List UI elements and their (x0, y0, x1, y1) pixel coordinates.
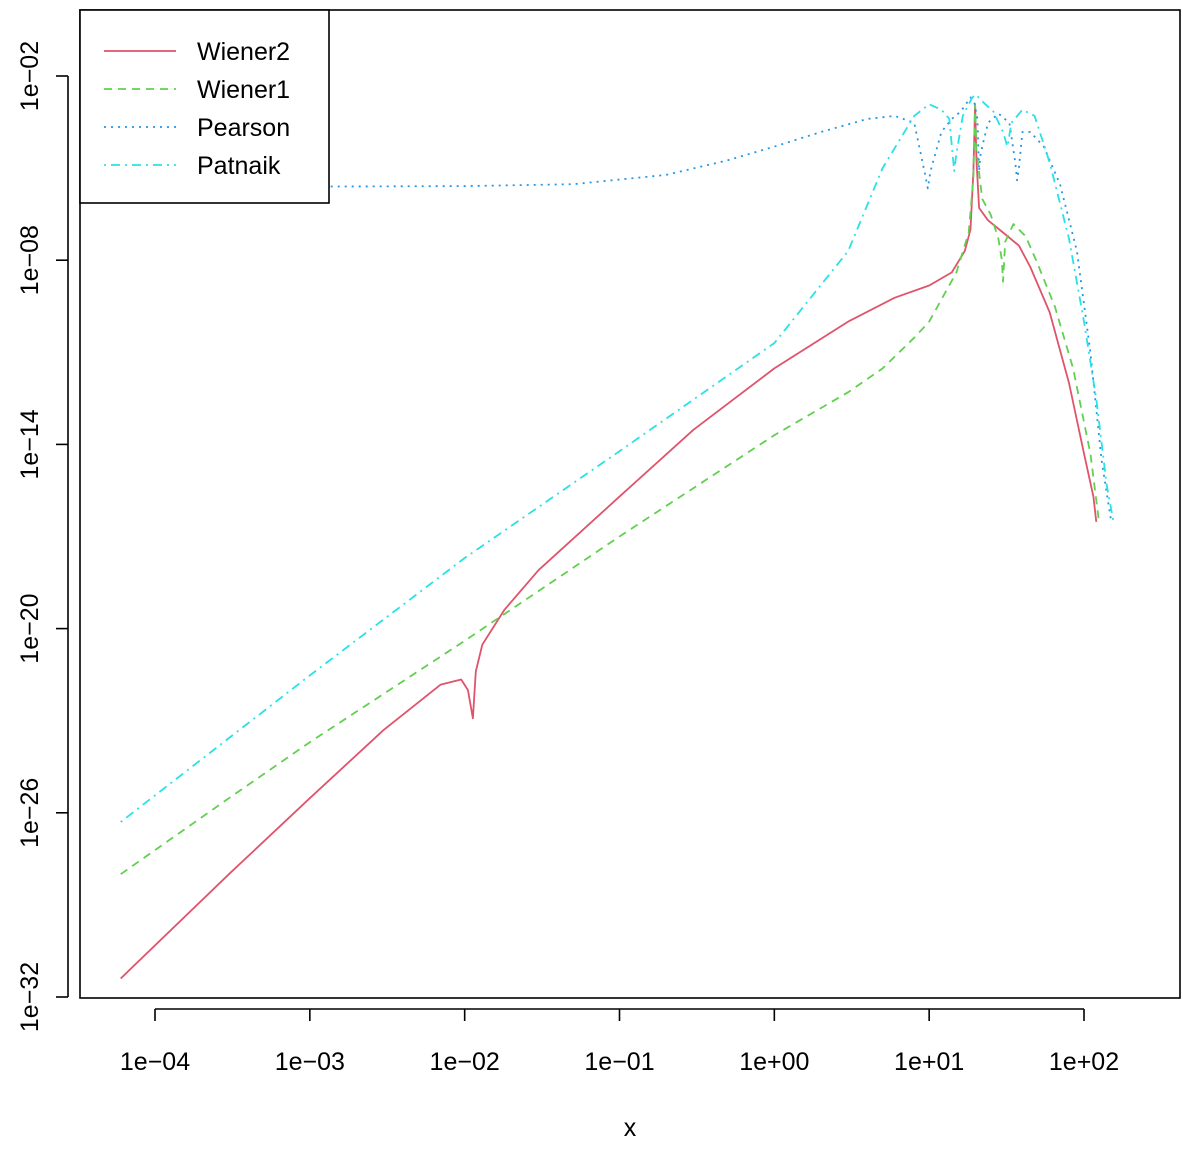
legend-label: Wiener1 (197, 76, 290, 104)
x-tick-label: 1e−02 (430, 1048, 500, 1076)
y-tick-label: 1e−02 (16, 41, 44, 111)
x-tick-label: 1e+02 (1049, 1048, 1119, 1076)
y-tick-label: 1e−26 (16, 778, 44, 848)
x-tick-label: 1e+01 (894, 1048, 964, 1076)
y-tick-label: 1e−08 (16, 225, 44, 295)
x-tick-label: 1e−03 (275, 1048, 345, 1076)
series-patnaik (120, 93, 1115, 823)
x-tick-label: 1e+00 (739, 1048, 809, 1076)
x-axis-title: x (624, 1114, 637, 1142)
series-wiener1 (120, 103, 1100, 875)
legend-label: Pearson (197, 114, 290, 142)
y-tick-label: 1e−20 (16, 593, 44, 663)
y-tick-label: 1e−32 (16, 962, 44, 1032)
series-wiener2 (120, 103, 1098, 980)
x-tick-label: 1e−04 (120, 1048, 190, 1076)
legend-box (79, 9, 330, 204)
plot-frame (79, 9, 1181, 999)
y-axis: 1e−32 1e−26 1e−20 1e−14 1e−08 1e−02 (16, 41, 69, 1032)
y-tick-label: 1e−14 (16, 409, 44, 479)
legend-label: Wiener2 (197, 38, 290, 66)
legend: Wiener2 Wiener1 Pearson Patnaik (79, 9, 330, 204)
legend-label: Patnaik (197, 152, 281, 180)
series-layer (120, 93, 1115, 980)
x-axis: 1e−04 1e−03 1e−02 1e−01 1e+00 1e+01 1e+02 (120, 1008, 1119, 1076)
x-tick-label: 1e−01 (584, 1048, 654, 1076)
